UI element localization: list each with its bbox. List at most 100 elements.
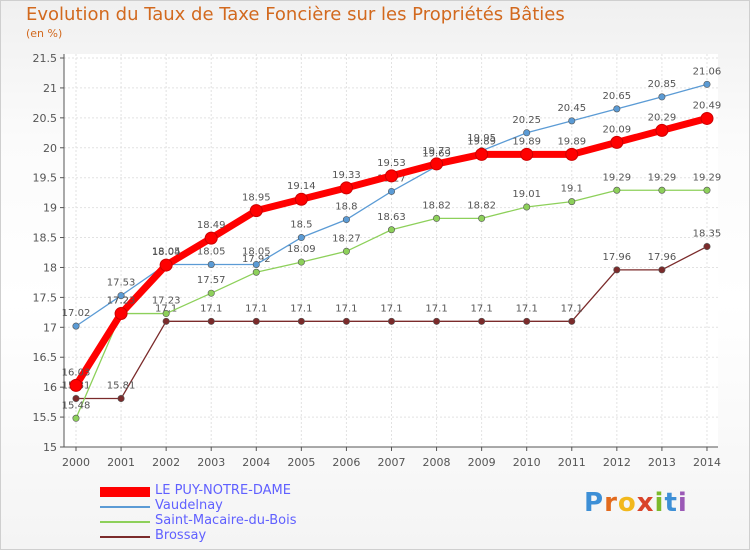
x-tick-label: 2007	[377, 456, 405, 469]
data-label-brossay: 17.1	[200, 303, 222, 314]
y-tick-label: 20.5	[33, 112, 58, 125]
data-point-vaudelnay	[613, 105, 621, 113]
x-tick-label: 2012	[603, 456, 631, 469]
data-point-le-puy-notre-dame	[520, 147, 534, 161]
data-label-saint-macaire-du-bois: 18.82	[467, 200, 496, 211]
y-tick-label: 16.5	[33, 351, 58, 364]
x-tick-label: 2006	[332, 456, 360, 469]
data-label-vaudelnay: 20.25	[512, 115, 541, 126]
y-tick-label: 18.5	[33, 232, 58, 245]
data-point-saint-macaire-du-bois	[568, 198, 576, 206]
data-point-vaudelnay	[297, 234, 305, 242]
data-point-brossay	[523, 317, 531, 325]
data-point-brossay	[387, 317, 395, 325]
data-point-saint-macaire-du-bois	[207, 289, 215, 297]
y-tick-label: 15	[43, 441, 57, 454]
data-point-le-puy-notre-dame	[69, 378, 83, 392]
data-label-brossay: 18.35	[693, 229, 722, 240]
data-point-brossay	[613, 266, 621, 274]
data-point-le-puy-notre-dame	[384, 169, 398, 183]
data-label-brossay: 17.1	[335, 303, 357, 314]
data-label-vaudelnay: 20.85	[648, 79, 677, 90]
data-label-vaudelnay: 20.45	[557, 103, 586, 114]
data-point-le-puy-notre-dame	[700, 111, 714, 125]
data-label-le-puy-notre-dame: 19.53	[377, 158, 406, 169]
legend-label-le-puy-notre-dame: LE PUY-NOTRE-DAME	[155, 483, 291, 498]
x-tick-label: 2014	[693, 456, 721, 469]
data-label-brossay: 17.1	[561, 303, 583, 314]
data-label-vaudelnay: 20.65	[603, 91, 632, 102]
data-point-saint-macaire-du-bois	[613, 186, 621, 194]
data-label-saint-macaire-du-bois: 18.27	[332, 233, 361, 244]
data-point-saint-macaire-du-bois	[72, 414, 80, 422]
data-point-le-puy-notre-dame	[294, 192, 308, 206]
data-label-le-puy-notre-dame: 18.49	[197, 220, 226, 231]
data-label-brossay: 17.1	[425, 303, 447, 314]
data-point-le-puy-notre-dame	[249, 204, 263, 218]
data-point-le-puy-notre-dame	[114, 307, 128, 321]
legend-label-brossay: Brossay	[155, 528, 207, 543]
data-label-le-puy-notre-dame: 20.49	[693, 100, 722, 111]
x-tick-label: 2011	[558, 456, 586, 469]
data-label-saint-macaire-du-bois: 17.23	[152, 296, 181, 307]
data-point-saint-macaire-du-bois	[478, 214, 486, 222]
data-label-vaudelnay: 18.05	[152, 246, 181, 257]
data-label-saint-macaire-du-bois: 19.29	[648, 172, 677, 183]
y-tick-label: 15.5	[33, 411, 58, 424]
data-point-vaudelnay	[342, 216, 350, 224]
data-label-saint-macaire-du-bois: 15.48	[62, 400, 91, 411]
chart-title: Evolution du Taux de Taxe Foncière sur l…	[26, 4, 565, 25]
data-label-le-puy-notre-dame: 20.09	[603, 124, 632, 135]
data-point-brossay	[207, 317, 215, 325]
data-label-saint-macaire-du-bois: 19.29	[603, 172, 632, 183]
data-point-le-puy-notre-dame	[159, 258, 173, 272]
data-point-saint-macaire-du-bois	[433, 214, 441, 222]
data-point-le-puy-notre-dame	[565, 147, 579, 161]
data-label-le-puy-notre-dame: 19.73	[422, 146, 451, 157]
data-point-le-puy-notre-dame	[204, 231, 218, 245]
y-tick-label: 17.5	[33, 291, 58, 304]
data-label-vaudelnay: 21.06	[693, 66, 722, 77]
data-label-le-puy-notre-dame: 19.14	[287, 181, 316, 192]
data-point-saint-macaire-du-bois	[523, 203, 531, 211]
data-point-brossay	[117, 395, 125, 403]
data-label-vaudelnay: 17.02	[62, 308, 91, 319]
data-label-vaudelnay: 17.53	[107, 278, 136, 289]
data-label-brossay: 15.81	[107, 381, 136, 392]
y-tick-label: 16	[43, 381, 57, 394]
data-label-saint-macaire-du-bois: 18.63	[377, 212, 406, 223]
unit-label: (en %)	[26, 27, 63, 40]
data-point-le-puy-notre-dame	[339, 181, 353, 195]
data-label-le-puy-notre-dame: 19.89	[467, 136, 496, 147]
data-label-saint-macaire-du-bois: 17.92	[242, 254, 271, 265]
data-label-vaudelnay: 19.69	[422, 148, 451, 159]
x-tick-label: 2002	[152, 456, 180, 469]
data-point-vaudelnay	[658, 93, 666, 101]
data-point-le-puy-notre-dame	[475, 147, 489, 161]
data-point-saint-macaire-du-bois	[162, 310, 170, 318]
data-point-brossay	[433, 317, 441, 325]
data-label-le-puy-notre-dame: 18.95	[242, 193, 271, 204]
data-label-saint-macaire-du-bois: 18.82	[422, 200, 451, 211]
data-point-brossay	[252, 317, 260, 325]
data-point-saint-macaire-du-bois	[387, 226, 395, 234]
data-label-saint-macaire-du-bois: 19.1	[561, 184, 583, 195]
data-point-brossay	[658, 266, 666, 274]
data-label-le-puy-notre-dame: 19.89	[557, 136, 586, 147]
y-tick-label: 19	[43, 202, 57, 215]
x-tick-label: 2003	[197, 456, 225, 469]
data-point-brossay	[342, 317, 350, 325]
x-tick-label: 2005	[287, 456, 315, 469]
data-label-brossay: 17.1	[470, 303, 492, 314]
data-label-saint-macaire-du-bois: 17.57	[197, 275, 226, 286]
data-label-saint-macaire-du-bois: 19.29	[693, 172, 722, 183]
data-label-vaudelnay: 18.8	[335, 202, 357, 213]
data-point-le-puy-notre-dame	[430, 157, 444, 171]
data-point-brossay	[478, 317, 486, 325]
data-point-brossay	[703, 243, 711, 251]
data-label-brossay: 17.96	[603, 252, 632, 263]
y-tick-label: 21	[43, 82, 57, 95]
data-label-brossay: 17.96	[648, 252, 677, 263]
y-tick-label: 19.5	[33, 172, 58, 185]
